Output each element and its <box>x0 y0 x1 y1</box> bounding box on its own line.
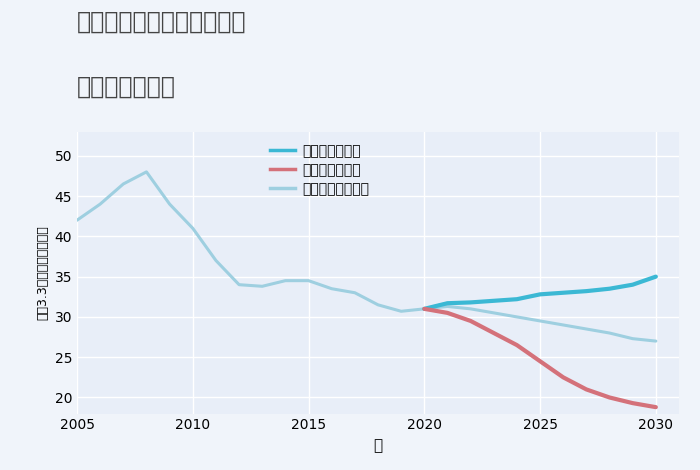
Y-axis label: 平（3.3㎡）単価（万円）: 平（3.3㎡）単価（万円） <box>36 225 49 320</box>
X-axis label: 年: 年 <box>373 438 383 453</box>
Legend: グッドシナリオ, バッドシナリオ, ノーマルシナリオ: グッドシナリオ, バッドシナリオ, ノーマルシナリオ <box>265 139 375 201</box>
Text: 埼玉県児玉郡上里町五明の: 埼玉県児玉郡上里町五明の <box>77 9 246 33</box>
Text: 土地の価格推移: 土地の価格推移 <box>77 75 176 99</box>
